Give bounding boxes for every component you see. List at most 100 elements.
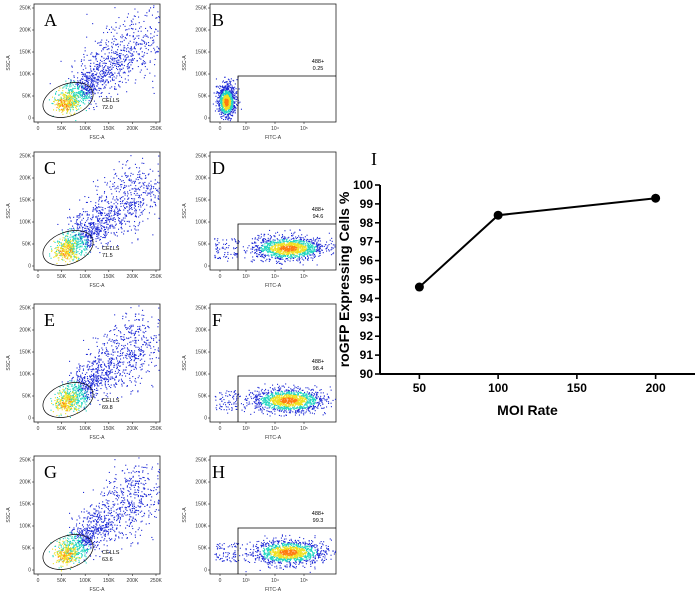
- event-dot: [119, 222, 121, 224]
- event-dot: [93, 79, 95, 81]
- event-dot: [63, 105, 65, 107]
- event-dot: [79, 94, 81, 96]
- event-dot: [158, 17, 160, 19]
- event-dot: [82, 86, 84, 88]
- event-dot: [67, 241, 69, 243]
- event-dot: [127, 175, 129, 177]
- event-dot: [74, 106, 76, 108]
- event-dot: [120, 220, 122, 222]
- event-dot: [218, 86, 220, 88]
- event-dot: [310, 250, 312, 252]
- event-dot: [224, 82, 226, 84]
- event-dot: [82, 217, 84, 219]
- event-dot: [132, 28, 134, 30]
- event-dot: [316, 236, 318, 238]
- gate-value: 71.5: [102, 253, 113, 259]
- event-dot: [86, 87, 88, 89]
- event-dot: [110, 218, 112, 220]
- event-dot: [108, 213, 110, 215]
- event-dot: [219, 113, 221, 115]
- event-dot: [299, 250, 301, 252]
- event-dot: [85, 89, 87, 91]
- event-dot: [109, 227, 111, 229]
- event-dot: [112, 227, 114, 229]
- event-dot: [227, 91, 229, 93]
- event-dot: [91, 227, 93, 229]
- event-dot: [234, 112, 236, 114]
- event-dot: [150, 188, 152, 190]
- event-dot: [108, 76, 110, 78]
- event-dot: [72, 109, 74, 111]
- x-tick-label: 200K: [127, 126, 139, 132]
- event-dot: [126, 161, 128, 163]
- event-dot: [229, 107, 231, 109]
- event-dot: [107, 31, 109, 33]
- event-dot: [127, 191, 129, 193]
- event-dot: [65, 252, 67, 254]
- event-dot: [283, 253, 285, 255]
- event-dot: [224, 92, 226, 94]
- event-dot: [221, 111, 223, 113]
- event-dot: [154, 213, 156, 215]
- event-dot: [262, 255, 264, 257]
- event-dot: [224, 95, 226, 97]
- event-dot: [285, 244, 287, 246]
- event-dot: [269, 247, 271, 249]
- event-dot: [72, 253, 74, 255]
- event-dot: [105, 46, 107, 48]
- event-dot: [114, 38, 116, 40]
- event-dot: [107, 67, 109, 69]
- event-dot: [227, 97, 229, 99]
- event-dot: [66, 103, 68, 105]
- event-dot: [268, 240, 270, 242]
- event-dot: [256, 250, 258, 252]
- event-dot: [217, 96, 219, 98]
- event-dot: [228, 90, 230, 92]
- event-dot: [145, 185, 147, 187]
- event-dot: [62, 231, 64, 233]
- scatter-points: [212, 76, 242, 122]
- event-dot: [69, 94, 71, 96]
- event-dot: [69, 241, 71, 243]
- event-dot: [295, 243, 297, 245]
- event-dot: [138, 195, 140, 197]
- plot-frame: [33, 3, 161, 123]
- event-dot: [252, 256, 254, 258]
- event-dot: [84, 98, 86, 100]
- event-dot: [135, 194, 137, 196]
- event-dot: [146, 52, 148, 54]
- event-dot: [109, 215, 111, 217]
- event-dot: [121, 37, 123, 39]
- event-dot: [110, 68, 112, 70]
- event-dot: [116, 61, 118, 63]
- event-dot: [63, 94, 65, 96]
- event-dot: [309, 250, 311, 252]
- event-dot: [234, 94, 236, 96]
- scatter-points: [48, 5, 160, 122]
- x-tick-label: 250K: [150, 274, 162, 280]
- event-dot: [65, 241, 67, 243]
- event-dot: [98, 215, 100, 217]
- event-dot: [68, 104, 70, 106]
- event-dot: [282, 246, 284, 248]
- event-dot: [285, 249, 287, 251]
- event-dot: [100, 212, 102, 214]
- event-dot: [261, 250, 263, 252]
- event-dot: [132, 18, 134, 20]
- event-dot: [86, 98, 88, 100]
- event-dot: [230, 98, 232, 100]
- event-dot: [111, 73, 113, 75]
- event-dot: [314, 256, 316, 258]
- event-dot: [94, 74, 96, 76]
- event-dot: [326, 241, 328, 243]
- event-dot: [308, 249, 310, 251]
- event-dot: [316, 238, 318, 240]
- event-dot: [301, 245, 303, 247]
- event-dot: [139, 214, 141, 216]
- event-dot: [128, 209, 130, 211]
- event-dot: [127, 193, 129, 195]
- event-dot: [224, 96, 226, 98]
- event-dot: [306, 249, 308, 251]
- event-dot: [52, 103, 54, 105]
- event-dot: [101, 84, 103, 86]
